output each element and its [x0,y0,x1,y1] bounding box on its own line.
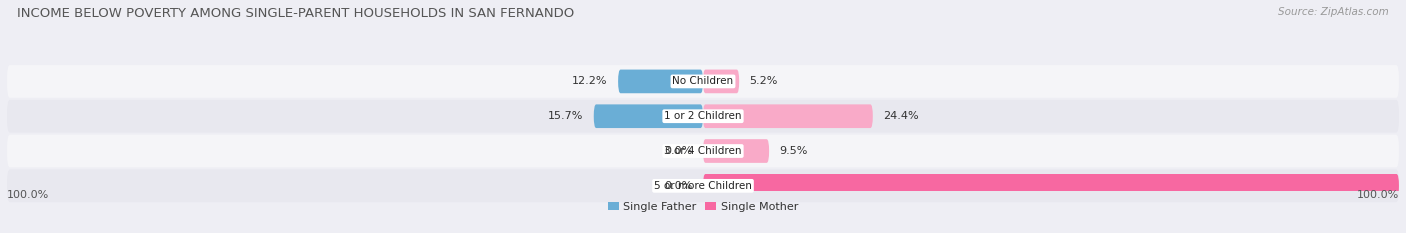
FancyBboxPatch shape [593,104,703,128]
Text: 5.2%: 5.2% [749,76,778,86]
Text: 3 or 4 Children: 3 or 4 Children [664,146,742,156]
FancyBboxPatch shape [703,139,769,163]
FancyBboxPatch shape [7,135,1399,167]
FancyBboxPatch shape [703,174,1399,198]
FancyBboxPatch shape [703,70,740,93]
Text: 9.5%: 9.5% [779,146,808,156]
FancyBboxPatch shape [7,65,1399,98]
Text: 100.0%: 100.0% [1357,190,1399,200]
Text: 0.0%: 0.0% [664,146,693,156]
Text: 5 or more Children: 5 or more Children [654,181,752,191]
FancyBboxPatch shape [619,70,703,93]
Text: Source: ZipAtlas.com: Source: ZipAtlas.com [1278,7,1389,17]
Text: No Children: No Children [672,76,734,86]
Text: 0.0%: 0.0% [664,181,693,191]
FancyBboxPatch shape [7,169,1399,202]
Text: 100.0%: 100.0% [7,190,49,200]
FancyBboxPatch shape [7,100,1399,133]
Text: 12.2%: 12.2% [572,76,607,86]
Text: 1 or 2 Children: 1 or 2 Children [664,111,742,121]
Text: 15.7%: 15.7% [548,111,583,121]
Text: 24.4%: 24.4% [883,111,920,121]
Legend: Single Father, Single Mother: Single Father, Single Mother [607,202,799,212]
FancyBboxPatch shape [703,104,873,128]
Text: INCOME BELOW POVERTY AMONG SINGLE-PARENT HOUSEHOLDS IN SAN FERNANDO: INCOME BELOW POVERTY AMONG SINGLE-PARENT… [17,7,574,20]
